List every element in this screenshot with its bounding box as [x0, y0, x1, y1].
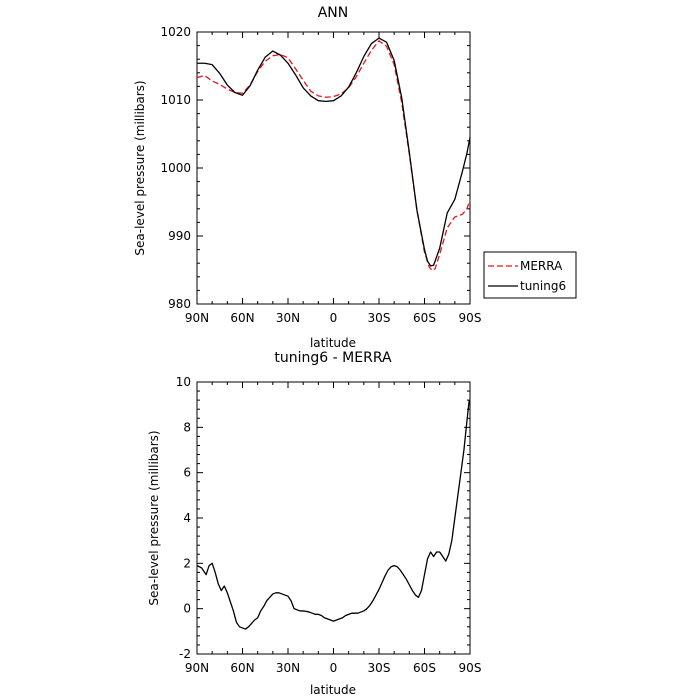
bottom-panel: tuning6 - MERRA 90N 60N 30N 0 30S 60S 90S -2 0 2 4…	[147, 350, 481, 697]
top-y-axis-label: Sea-level pressure (millibars)	[133, 80, 147, 255]
bottom-y-tick-label: 2	[183, 556, 191, 570]
top-y-tick-label: 990	[168, 229, 191, 243]
bottom-chart-title: tuning6 - MERRA	[274, 350, 392, 366]
bottom-x-tick-label: 0	[330, 661, 338, 675]
top-x-tick-label: 90S	[459, 311, 482, 325]
legend-label-merra: MERRA	[520, 259, 563, 273]
bottom-y-tick-label: 0	[183, 602, 191, 616]
top-legend: MERRA tuning6	[483, 251, 577, 299]
top-chart-title: ANN	[318, 5, 349, 21]
bottom-x-tick-label: 90S	[459, 661, 482, 675]
bottom-x-axis-label: latitude	[310, 683, 356, 697]
bottom-y-tick-label: -2	[179, 647, 191, 661]
bottom-x-tick-label: 30S	[368, 661, 391, 675]
bottom-y-tick-label: 10	[176, 375, 191, 389]
top-y-tick-label: 1010	[160, 93, 191, 107]
bottom-y-tick-label: 8	[183, 420, 191, 434]
top-x-tick-label: 30N	[276, 311, 300, 325]
bottom-x-tick-label: 60N	[230, 661, 254, 675]
bottom-ticks: 90N 60N 30N 0 30S 60S 90S -2 0 2 4 6 8 10	[176, 375, 482, 675]
bottom-series	[196, 400, 470, 630]
bottom-x-tick-label: 30N	[276, 661, 300, 675]
top-x-tick-label: 60N	[230, 311, 254, 325]
top-x-axis-label: latitude	[310, 336, 356, 350]
bottom-y-axis-label: Sea-level pressure (millibars)	[147, 430, 161, 605]
top-x-tick-label: 30S	[368, 311, 391, 325]
bottom-y-tick-label: 4	[183, 511, 191, 525]
top-y-tick-label: 1000	[160, 161, 191, 175]
top-x-tick-label: 60S	[413, 311, 436, 325]
top-y-tick-label: 1020	[160, 25, 191, 39]
legend-label-tuning6: tuning6	[520, 279, 566, 293]
bottom-x-tick-label: 60S	[413, 661, 436, 675]
top-y-tick-label: 980	[168, 297, 191, 311]
top-panel: ANN 90N 60N 30N 0 30S 60S 90S 980 990 1000 1010 102…	[133, 5, 577, 350]
top-series-line-merra	[196, 40, 471, 272]
legend-box	[483, 251, 577, 299]
bottom-x-tick-label: 90N	[185, 661, 209, 675]
bottom-y-tick-label: 6	[183, 466, 191, 480]
top-x-tick-label: 0	[330, 311, 338, 325]
top-series-line-tuning6	[197, 37, 471, 267]
bottom-plot-frame	[196, 381, 471, 655]
top-series	[196, 37, 471, 272]
top-ticks: 90N 60N 30N 0 30S 60S 90S 980 990 1000 1010 1020	[160, 25, 481, 325]
bottom-series-line-difference	[196, 400, 470, 630]
top-x-tick-label: 90N	[185, 311, 209, 325]
